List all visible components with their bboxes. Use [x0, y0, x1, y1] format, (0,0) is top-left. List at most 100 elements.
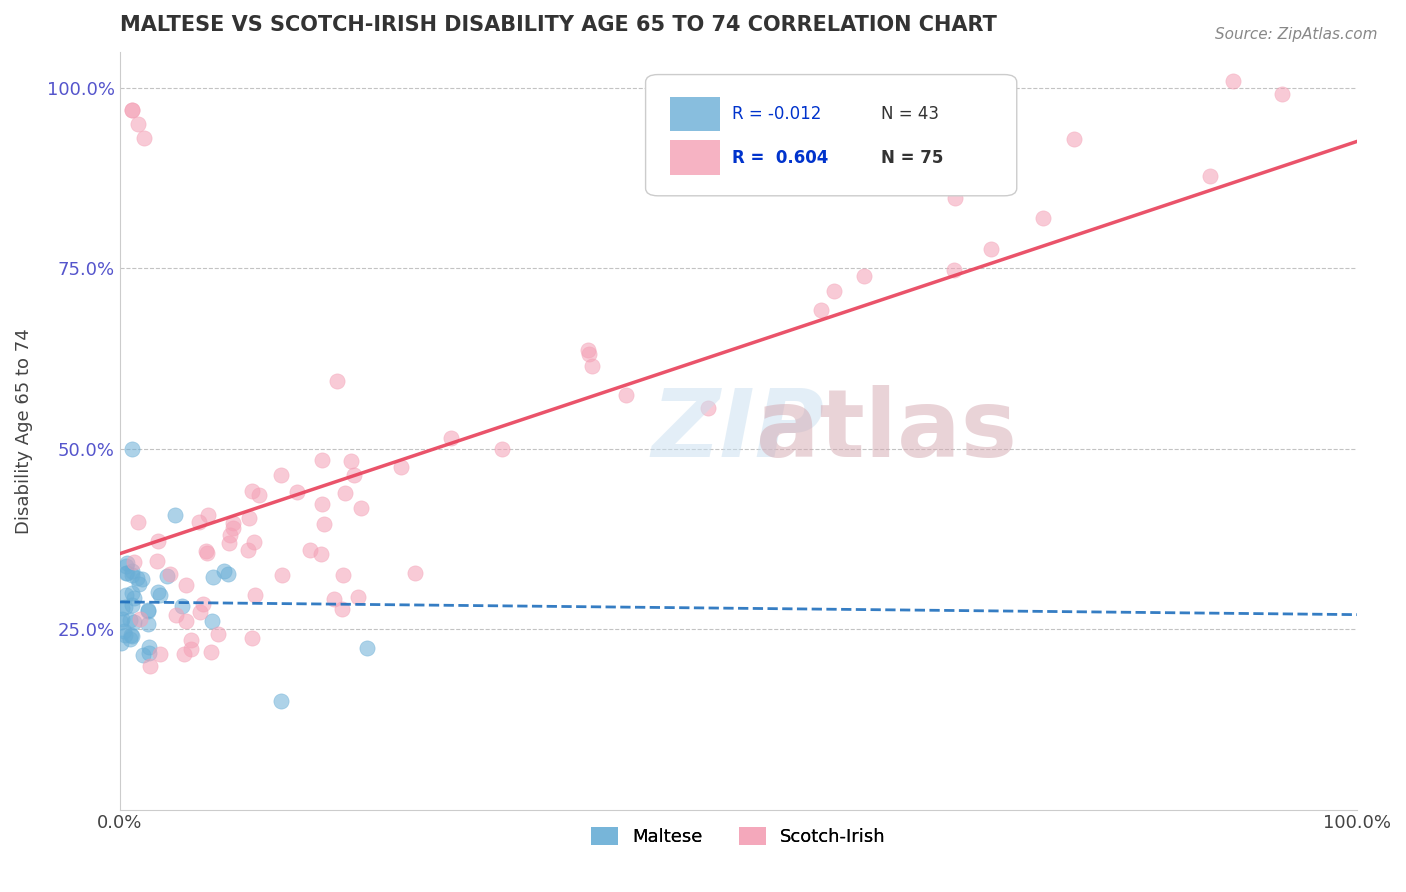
Point [200, 644, 222, 658]
Point [201, 570, 224, 584]
Point [270, 567, 292, 582]
Text: N = 43: N = 43 [880, 105, 939, 123]
Point [391, 459, 413, 474]
Point [614, 388, 637, 402]
Point [122, 555, 145, 569]
Point [121, 103, 143, 117]
Point [132, 648, 155, 662]
Point [131, 572, 153, 586]
Legend: Maltese, Scotch-Irish: Maltese, Scotch-Irish [583, 820, 893, 854]
Point [247, 488, 270, 502]
Point [311, 452, 333, 467]
Point [221, 520, 243, 534]
Point [110, 636, 132, 650]
Point [1063, 132, 1085, 146]
Point [115, 566, 138, 581]
Point [810, 302, 832, 317]
Point [314, 516, 336, 531]
Point [581, 359, 603, 373]
Point [121, 586, 143, 600]
Point [115, 557, 138, 571]
Point [243, 535, 266, 549]
Point [217, 566, 239, 581]
Point [111, 600, 134, 615]
Point [128, 612, 150, 626]
Point [270, 694, 292, 708]
Point [110, 615, 132, 629]
Point [134, 131, 156, 145]
Point [323, 592, 346, 607]
Point [180, 641, 202, 656]
Point [578, 346, 600, 360]
Point [156, 569, 179, 583]
Text: N = 75: N = 75 [880, 149, 943, 167]
Point [121, 564, 143, 578]
Point [238, 542, 260, 557]
Point [122, 591, 145, 606]
Point [491, 442, 513, 456]
Point [240, 483, 263, 498]
Point [218, 535, 240, 549]
Point [146, 534, 169, 549]
Point [309, 547, 332, 561]
Point [121, 442, 143, 456]
Point [943, 191, 966, 205]
Point [339, 454, 361, 468]
Point [287, 485, 309, 500]
Point [188, 516, 211, 530]
Point [942, 262, 965, 277]
Text: Source: ZipAtlas.com: Source: ZipAtlas.com [1215, 27, 1378, 42]
Text: ZIP: ZIP [652, 384, 825, 476]
Point [114, 600, 136, 615]
Point [188, 605, 211, 619]
Point [163, 508, 186, 523]
Point [240, 631, 263, 645]
Point [349, 501, 371, 516]
Point [121, 598, 143, 612]
Point [136, 604, 159, 618]
Point [853, 269, 876, 284]
Point [343, 468, 366, 483]
Point [195, 544, 218, 558]
Text: R =  0.604: R = 0.604 [733, 149, 828, 167]
Point [697, 401, 720, 415]
Point [115, 566, 138, 580]
Point [207, 626, 229, 640]
Point [159, 566, 181, 581]
Point [335, 486, 357, 500]
FancyBboxPatch shape [645, 75, 1017, 196]
Point [115, 588, 138, 602]
Y-axis label: Disability Age 65 to 74: Disability Age 65 to 74 [15, 328, 32, 533]
Point [121, 568, 143, 582]
Point [576, 343, 599, 358]
Point [149, 647, 172, 661]
Point [1199, 169, 1222, 183]
Point [823, 284, 845, 298]
Point [174, 614, 197, 628]
Point [332, 568, 354, 582]
Point [980, 242, 1002, 256]
Point [201, 615, 224, 629]
Point [138, 640, 160, 655]
Point [219, 528, 242, 542]
Point [121, 629, 143, 643]
Point [180, 633, 202, 648]
Point [122, 615, 145, 630]
Point [311, 497, 333, 511]
Point [128, 577, 150, 591]
Point [170, 599, 193, 614]
Point [195, 546, 218, 560]
Point [298, 542, 321, 557]
Point [326, 374, 349, 388]
Text: R = -0.012: R = -0.012 [733, 105, 821, 123]
Point [221, 516, 243, 531]
Point [1222, 73, 1244, 87]
Point [146, 584, 169, 599]
FancyBboxPatch shape [671, 140, 720, 175]
Point [440, 431, 463, 445]
Point [139, 659, 162, 673]
Point [174, 578, 197, 592]
Point [146, 554, 169, 568]
Point [136, 603, 159, 617]
Point [197, 508, 219, 522]
